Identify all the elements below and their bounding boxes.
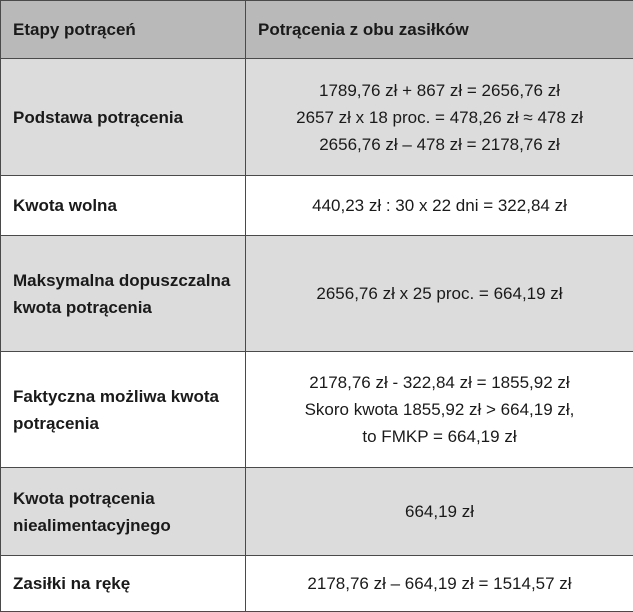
table-row: Zasiłki na rękę 2178,76 zł – 664,19 zł =… <box>1 556 633 612</box>
table-row: Kwota potrącenia niealimentacyjnego 664,… <box>1 468 633 556</box>
table-row: Podstawa potrącenia 1789,76 zł + 867 zł … <box>1 59 633 176</box>
row-value: 440,23 zł : 30 x 22 dni = 322,84 zł <box>246 176 633 236</box>
row-value: 2656,76 zł x 25 proc. = 664,19 zł <box>246 236 633 352</box>
header-deductions: Potrącenia z obu zasiłków <box>246 1 633 59</box>
table-header-row: Etapy potrąceń Potrącenia z obu zasiłków <box>1 1 633 59</box>
value-line: Skoro kwota 1855,92 zł > 664,19 zł, <box>258 396 621 423</box>
row-value: 1789,76 zł + 867 zł = 2656,76 zł 2657 zł… <box>246 59 633 176</box>
row-label: Maksymalna dopuszczalna kwota potrącenia <box>1 236 246 352</box>
value-line: to FMKP = 664,19 zł <box>258 423 621 450</box>
row-label: Kwota wolna <box>1 176 246 236</box>
row-label: Faktyczna możliwa kwota potrącenia <box>1 352 246 468</box>
value-line: 2178,76 zł – 664,19 zł = 1514,57 zł <box>258 570 621 597</box>
value-line: 2178,76 zł - 322,84 zł = 1855,92 zł <box>258 369 621 396</box>
row-value: 2178,76 zł – 664,19 zł = 1514,57 zł <box>246 556 633 612</box>
row-label: Podstawa potrącenia <box>1 59 246 176</box>
table-row: Faktyczna możliwa kwota potrącenia 2178,… <box>1 352 633 468</box>
table-row: Maksymalna dopuszczalna kwota potrącenia… <box>1 236 633 352</box>
value-line: 1789,76 zł + 867 zł = 2656,76 zł <box>258 77 621 104</box>
value-line: 664,19 zł <box>258 498 621 525</box>
row-label: Kwota potrącenia niealimentacyjnego <box>1 468 246 556</box>
value-line: 440,23 zł : 30 x 22 dni = 322,84 zł <box>258 192 621 219</box>
row-label: Zasiłki na rękę <box>1 556 246 612</box>
value-line: 2657 zł x 18 proc. = 478,26 zł ≈ 478 zł <box>258 104 621 131</box>
table-row: Kwota wolna 440,23 zł : 30 x 22 dni = 32… <box>1 176 633 236</box>
row-value: 2178,76 zł - 322,84 zł = 1855,92 zł Skor… <box>246 352 633 468</box>
value-line: 2656,76 zł – 478 zł = 2178,76 zł <box>258 131 621 158</box>
row-value: 664,19 zł <box>246 468 633 556</box>
header-stages: Etapy potrąceń <box>1 1 246 59</box>
value-line: 2656,76 zł x 25 proc. = 664,19 zł <box>258 280 621 307</box>
